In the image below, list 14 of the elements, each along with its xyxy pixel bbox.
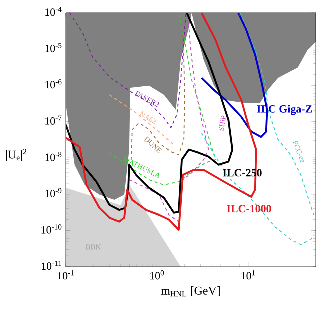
y-tick-label: 10$^{-7}$	[46, 116, 62, 125]
y-tick-label: 10$^{-5}$	[46, 43, 62, 52]
y-tick-label: 10$^{-6}$	[46, 80, 62, 89]
series-label: ILC-1000	[227, 205, 272, 213]
x-axis-title: m$_{HNL}$ [GeV]	[161, 286, 220, 297]
x-tick-label: 10$^{-1}$	[58, 270, 74, 280]
x-tick-label: 10$^{0}$	[150, 270, 164, 280]
y-tick-label: 10$^{-4}$	[46, 6, 62, 16]
y-tick-label: 10$^{-9}$	[46, 188, 62, 198]
y-tick-label: 10$^{-8}$	[46, 152, 62, 162]
x-tick-label: 10$^{1}$	[242, 270, 256, 280]
y-tick-label: 10$^{-11}$	[42, 260, 62, 270]
y-axis-title: |U$_{e}$|$^{2}$	[6, 149, 27, 162]
y-tick-label: 10$^{-10}$	[42, 224, 62, 234]
